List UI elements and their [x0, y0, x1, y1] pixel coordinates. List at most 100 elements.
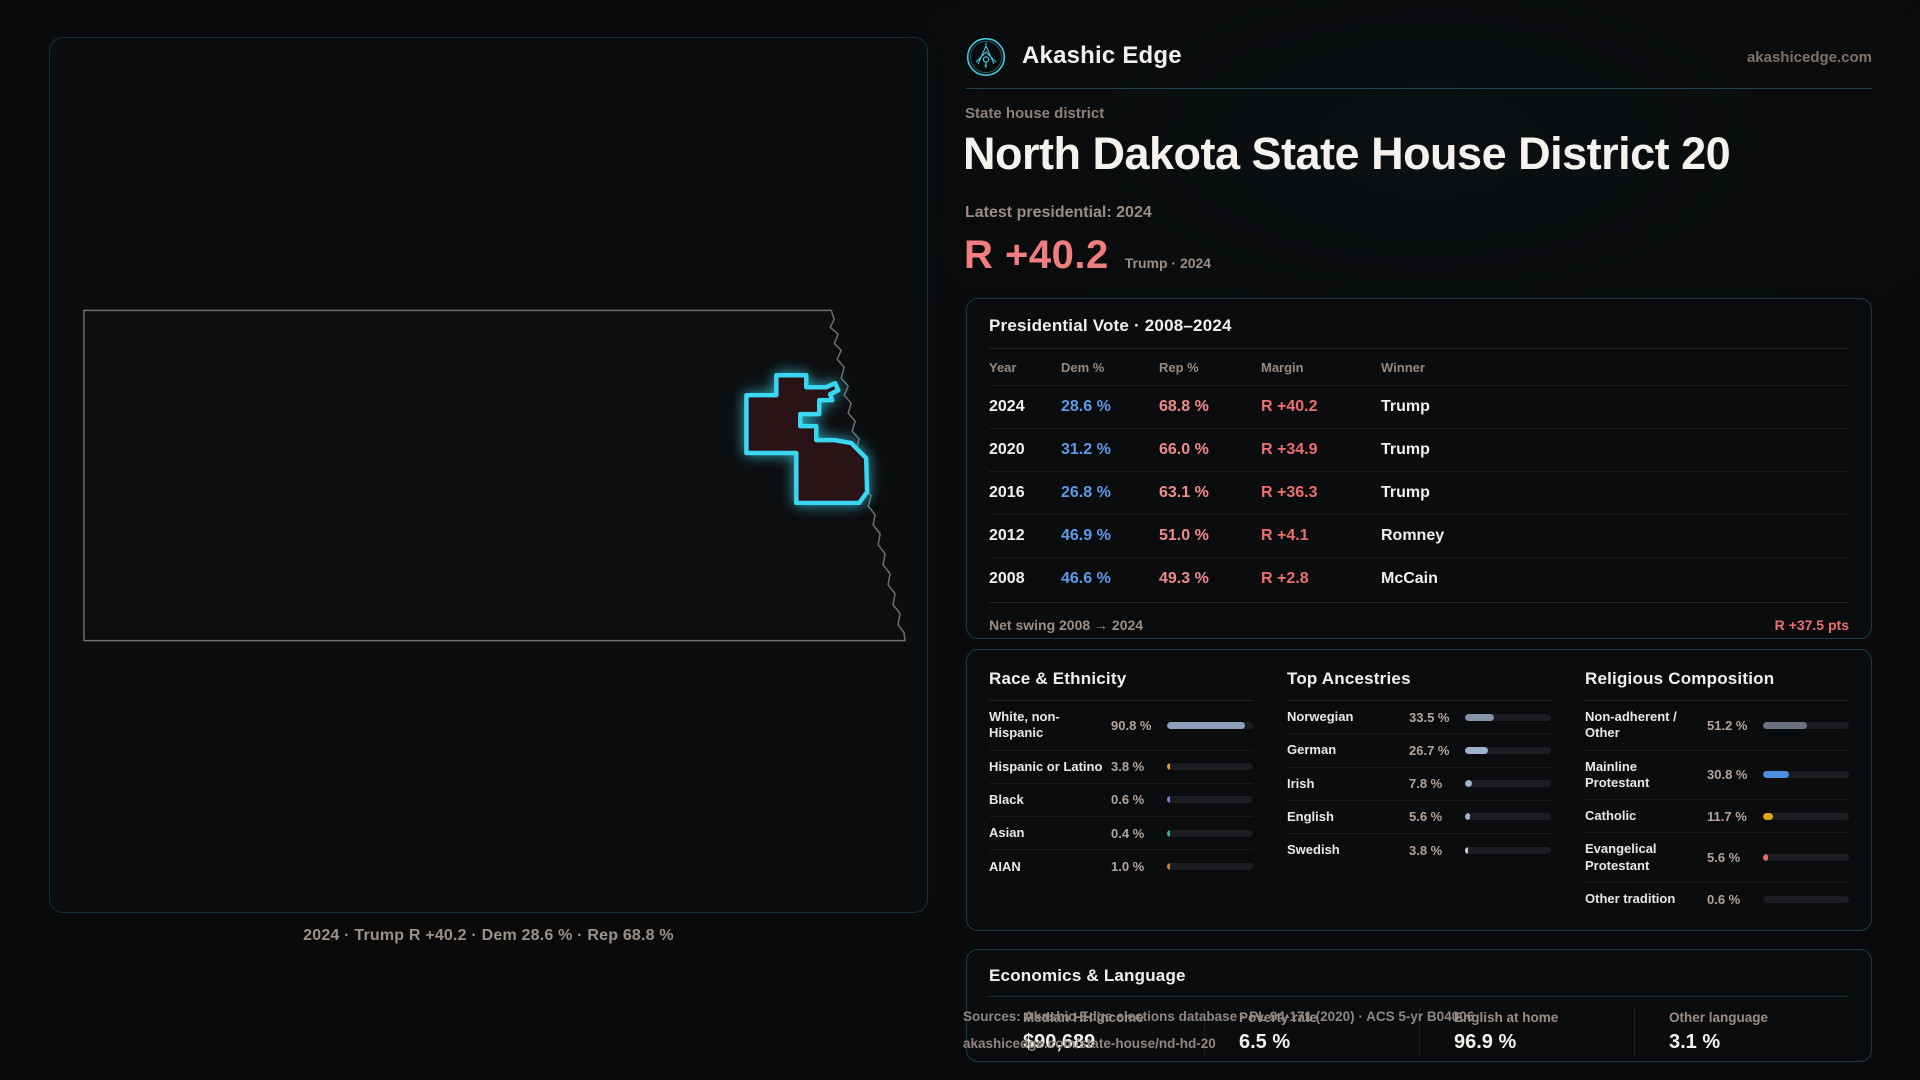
net-swing-value: R +37.5 pts: [1774, 617, 1849, 633]
vote-table-row: 2012 46.9 % 51.0 % R +4.1 Romney: [989, 514, 1849, 557]
demographic-bar-track: [1167, 796, 1253, 804]
economic-stat-value: 6.5 %: [1239, 1031, 1291, 1053]
state-outline: [83, 309, 906, 642]
economic-stat-label: Other language: [1669, 1010, 1769, 1025]
demographic-label: Asian: [989, 825, 1025, 840]
vote-cell-margin: R +4.1: [1261, 527, 1309, 544]
vote-cell-year: 2020: [989, 441, 1025, 458]
demographic-bar-fill: [1465, 780, 1472, 788]
demographic-bar-track: [1763, 895, 1849, 903]
demographic-bar-track: [1167, 863, 1253, 871]
demographic-bar-track: [1465, 847, 1551, 854]
demographic-label: Norwegian: [1287, 709, 1354, 724]
vote-cell-winner: Romney: [1381, 527, 1445, 544]
economic-stat-label: Poverty rate: [1239, 1010, 1318, 1025]
demographic-value: 5.6 %: [1707, 850, 1741, 865]
presidential-vote-panel: Presidential Vote · 2008–2024 Year Dem % R…: [966, 298, 1872, 639]
economic-stat: Median HH income $90,689: [989, 1008, 1204, 1056]
demographic-row: German 26.7 %: [1287, 734, 1551, 768]
vote-panel-title-row: Presidential Vote · 2008–2024: [989, 316, 1849, 349]
vote-cell-margin: R +36.3: [1261, 484, 1318, 501]
demographic-column-title: Race & Ethnicity: [989, 669, 1253, 701]
demographic-column: Race & Ethnicity White, non-Hispanic 90.8 …: [989, 669, 1253, 916]
vote-cell-year: 2012: [989, 527, 1025, 544]
map-caption: 2024 · Trump R +40.2 · Dem 28.6 % · Rep …: [303, 927, 674, 944]
economic-stat-value: 96.9 %: [1454, 1031, 1517, 1053]
demographic-label: Other tradition: [1585, 891, 1676, 907]
vote-cell-winner: Trump: [1381, 484, 1430, 501]
district-map-panel: [49, 37, 928, 913]
vote-cell-year: 2008: [989, 570, 1025, 587]
demographic-bar-track: [1763, 721, 1849, 729]
demographic-bar-track: [1167, 721, 1253, 729]
brand-name: Akashic Edge: [1022, 42, 1182, 69]
vote-table-row: 2008 46.6 % 49.3 % R +2.8 McCain: [989, 557, 1849, 600]
demographic-row: Hispanic or Latino 3.8 %: [989, 751, 1253, 784]
vote-cell-dem: 46.6 %: [1061, 570, 1111, 587]
demographic-bar-fill: [1465, 713, 1494, 721]
vote-cell-winner: Trump: [1381, 398, 1430, 415]
vote-table-row: 2016 26.8 % 63.1 % R +36.3 Trump: [989, 471, 1849, 514]
vote-table-header: Year Dem % Rep % Margin Winner: [989, 349, 1849, 385]
economics-title-row: Economics & Language: [989, 966, 1849, 997]
demographic-value: 3.8 %: [1409, 843, 1443, 858]
header-divider: [966, 88, 1872, 89]
demographic-bar-track: [1465, 713, 1551, 721]
demographic-row: Black 0.6 %: [989, 784, 1253, 817]
sources-line-2: akashicedge.com/state-house/nd-hd-20: [963, 1036, 1216, 1051]
site-domain-link[interactable]: akashicedge.com: [1746, 49, 1872, 66]
demographic-value: 7.8 %: [1409, 776, 1443, 792]
demographic-bar-fill: [1763, 771, 1790, 779]
page-title: North Dakota State House District 20: [963, 128, 1731, 179]
margin-row: R +40.2 Trump · 2024: [964, 233, 1211, 278]
demographic-bar-fill: [1465, 813, 1470, 821]
economic-stat: Poverty rate 6.5 %: [1204, 1008, 1419, 1056]
demographic-bar-track: [1167, 829, 1253, 837]
vote-cell-rep: 51.0 %: [1159, 527, 1209, 544]
demographic-row: Evangelical Protestant 5.6 %: [1585, 833, 1849, 883]
vote-panel-title: Presidential Vote · 2008–2024: [989, 316, 1232, 335]
sources-line-1: Sources: Akashic Edge elections database…: [963, 1009, 1475, 1024]
district-20-shape[interactable]: [744, 372, 870, 506]
demographic-row: Asian 0.4 %: [989, 817, 1253, 851]
demographic-label: Evangelical Protestant: [1585, 841, 1657, 873]
demographic-row: Irish 7.8 %: [1287, 768, 1551, 801]
vote-cell-year: 2024: [989, 398, 1025, 415]
economics-panel: Economics & Language Median HH income $90…: [966, 949, 1872, 1062]
economic-stat-value: 3.1 %: [1669, 1031, 1721, 1053]
demographic-bar-fill: [1763, 812, 1774, 820]
demographic-bar-track: [1465, 813, 1551, 821]
demographic-label: Catholic: [1585, 808, 1637, 823]
vote-column-header: Winner: [1381, 360, 1425, 375]
demographic-bar-fill: [1763, 854, 1768, 861]
demographic-value: 5.6 %: [1409, 809, 1443, 825]
demographic-label: White, non-Hispanic: [989, 709, 1060, 741]
vote-column-header: Rep %: [1159, 360, 1199, 375]
demographic-value: 51.2 %: [1707, 717, 1748, 733]
vote-cell-dem: 46.9 %: [1061, 527, 1111, 544]
vote-cell-margin: R +2.8: [1261, 570, 1309, 587]
vote-table-row: 2024 28.6 % 68.8 % R +40.2 Trump: [989, 385, 1849, 428]
demographic-label: Swedish: [1287, 842, 1340, 858]
demographic-row: Mainline Protestant 30.8 %: [1585, 751, 1849, 800]
demographic-bar-track: [1763, 854, 1849, 861]
economics-title: Economics & Language: [989, 966, 1186, 985]
demographic-row: English 5.6 %: [1287, 801, 1551, 834]
vote-cell-rep: 49.3 %: [1159, 570, 1209, 587]
vote-cell-dem: 31.2 %: [1061, 441, 1111, 458]
demographic-value: 0.6 %: [1111, 792, 1145, 808]
margin-subtitle: Trump · 2024: [1124, 255, 1212, 271]
vote-column-header: Dem %: [1061, 360, 1105, 375]
demographic-value: 0.6 %: [1707, 891, 1741, 907]
vote-table-row: 2020 31.2 % 66.0 % R +34.9 Trump: [989, 428, 1849, 471]
demographic-column: Religious Composition Non-adherent / Othe…: [1585, 669, 1849, 916]
demographic-bar-fill: [1167, 763, 1171, 771]
vote-table-footer: Net swing 2008 → 2024 R +37.5 pts: [989, 602, 1849, 633]
economic-stat: Other language 3.1 %: [1634, 1008, 1849, 1056]
demographic-bar-track: [1167, 763, 1253, 771]
demographic-column: Top Ancestries Norwegian 33.5 % German 26.7 …: [1287, 669, 1551, 916]
demographic-bar-fill: [1465, 746, 1488, 754]
vote-cell-dem: 28.6 %: [1061, 398, 1111, 415]
demographic-row: Non-adherent / Other 51.2 %: [1585, 701, 1849, 751]
